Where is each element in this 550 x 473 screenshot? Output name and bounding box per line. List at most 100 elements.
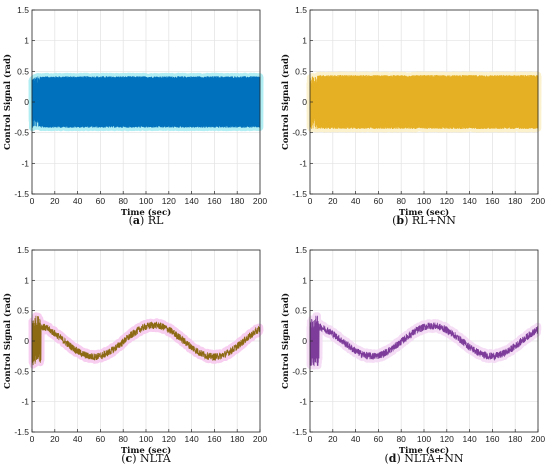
x-tick-label: 160 <box>485 434 499 444</box>
series-line <box>309 75 539 129</box>
y-tick-label: 0.5 <box>295 306 307 316</box>
x-tick-label: 0 <box>30 434 35 444</box>
x-tick-label: 140 <box>185 196 199 206</box>
x-tick-label: 200 <box>253 196 267 206</box>
x-tick-label: 80 <box>396 196 406 206</box>
x-tick-label: 40 <box>351 196 361 206</box>
series-line <box>31 315 261 366</box>
x-tick-label: 140 <box>463 196 477 206</box>
panel-caption-d: (d) NLTA+NN <box>384 452 464 465</box>
x-tick-label: 140 <box>463 434 477 444</box>
x-tick-label: 100 <box>417 196 431 206</box>
x-tick-label: 80 <box>118 434 128 444</box>
x-tick-label: 200 <box>531 434 545 444</box>
panel-caption-text: NLTA <box>140 452 171 465</box>
x-tick-label: 60 <box>96 196 106 206</box>
x-tick-label: 20 <box>328 196 338 206</box>
x-tick-label: 80 <box>396 434 406 444</box>
x-tick-label: 60 <box>374 196 384 206</box>
x-tick-label: 160 <box>207 196 221 206</box>
y-tick-label: 1 <box>302 36 307 46</box>
chart-panel-d: 0 20 40 60 80 100 120 140 160 180 200 -1.5 -1 -0.5 0 0.… <box>280 245 545 456</box>
x-tick-label: 100 <box>139 434 153 444</box>
y-tick-label: -1 <box>21 397 29 407</box>
chart-panel-b: 0 20 40 60 80 100 120 140 160 180 200 -1.5 -1 -0.5 0 0.… <box>280 5 545 218</box>
y-tick-label: -0.5 <box>292 366 307 376</box>
series-line <box>309 315 539 367</box>
x-tick-label: 40 <box>73 434 83 444</box>
panel-caption-text: NLTA+NN <box>404 452 464 465</box>
x-tick-label: 80 <box>118 196 128 206</box>
y-tick-label: 0.5 <box>17 306 29 316</box>
chart-panel-c: 0 20 40 60 80 100 120 140 160 180 200 -1.5 -1 -0.5 0 0.… <box>2 245 267 456</box>
y-axis-label: Control Signal (rad) <box>280 293 291 389</box>
x-tick-label: 20 <box>328 434 338 444</box>
y-tick-label: -1 <box>21 158 29 168</box>
y-tick-label: -1 <box>299 397 307 407</box>
x-axis-label: Time (sec) <box>399 445 449 456</box>
x-tick-label: 160 <box>207 434 221 444</box>
x-axis-label: Time (sec) <box>121 445 171 456</box>
x-axis-label: Time (sec) <box>399 207 449 218</box>
x-tick-label: 120 <box>162 196 176 206</box>
y-tick-label: -0.5 <box>14 366 29 376</box>
y-tick-label: 1 <box>302 275 307 285</box>
y-tick-label: -0.5 <box>14 128 29 138</box>
x-axis-label: Time (sec) <box>121 207 171 218</box>
panel-letter: b <box>396 214 405 227</box>
y-tick-label: 1.5 <box>295 5 307 15</box>
y-tick-label: -1 <box>299 158 307 168</box>
x-tick-label: 180 <box>508 196 522 206</box>
panel-caption-a: (a) RL <box>128 214 164 227</box>
x-tick-label: 180 <box>230 434 244 444</box>
y-tick-label: -1.5 <box>292 189 307 199</box>
y-tick-label: 0.5 <box>295 66 307 76</box>
x-tick-label: 100 <box>139 196 153 206</box>
y-axis-label: Control Signal (rad) <box>2 54 13 150</box>
x-tick-label: 60 <box>96 434 106 444</box>
x-tick-label: 200 <box>253 434 267 444</box>
series-line <box>31 76 261 128</box>
y-tick-label: 1.5 <box>17 245 29 255</box>
panel-caption-c: (c) NLTA <box>121 452 171 465</box>
y-axis-label: Control Signal (rad) <box>280 54 291 150</box>
y-tick-label: 0.5 <box>17 66 29 76</box>
panel-caption-b: (b) RL+NN <box>392 214 456 227</box>
x-tick-label: 100 <box>417 434 431 444</box>
panel-letter: c <box>125 452 133 465</box>
y-tick-label: 0 <box>302 336 307 346</box>
x-tick-label: 0 <box>308 434 313 444</box>
panel-caption-text: RL+NN <box>411 214 456 227</box>
y-tick-label: -1.5 <box>14 189 29 199</box>
x-tick-label: 0 <box>30 196 35 206</box>
chart-panel-a: 0 20 40 60 80 100 120 140 160 180 200 -1.5 -1 -0.5 0 0.… <box>2 5 267 218</box>
y-axis-label: Control Signal (rad) <box>2 293 13 389</box>
x-tick-label: 160 <box>485 196 499 206</box>
panel-caption-text: RL <box>147 214 164 227</box>
x-tick-label: 0 <box>308 196 313 206</box>
x-tick-label: 180 <box>508 434 522 444</box>
y-tick-label: 0 <box>24 336 29 346</box>
x-tick-label: 120 <box>440 196 454 206</box>
x-tick-label: 180 <box>230 196 244 206</box>
y-tick-label: 0 <box>24 97 29 107</box>
x-tick-label: 40 <box>351 434 361 444</box>
y-tick-label: 1.5 <box>295 245 307 255</box>
x-tick-label: 20 <box>50 434 60 444</box>
y-tick-label: 0 <box>302 97 307 107</box>
x-tick-label: 200 <box>531 196 545 206</box>
panel-letter: a <box>132 214 141 227</box>
x-tick-label: 120 <box>162 434 176 444</box>
x-tick-label: 40 <box>73 196 83 206</box>
y-tick-label: 1 <box>24 275 29 285</box>
panel-letter: d <box>388 452 397 465</box>
y-tick-label: 1.5 <box>17 5 29 15</box>
x-tick-label: 140 <box>185 434 199 444</box>
x-tick-label: 20 <box>50 196 60 206</box>
x-tick-label: 60 <box>374 434 384 444</box>
y-tick-label: -0.5 <box>292 128 307 138</box>
y-tick-label: 1 <box>24 36 29 46</box>
y-tick-label: -1.5 <box>292 427 307 437</box>
x-tick-label: 120 <box>440 434 454 444</box>
